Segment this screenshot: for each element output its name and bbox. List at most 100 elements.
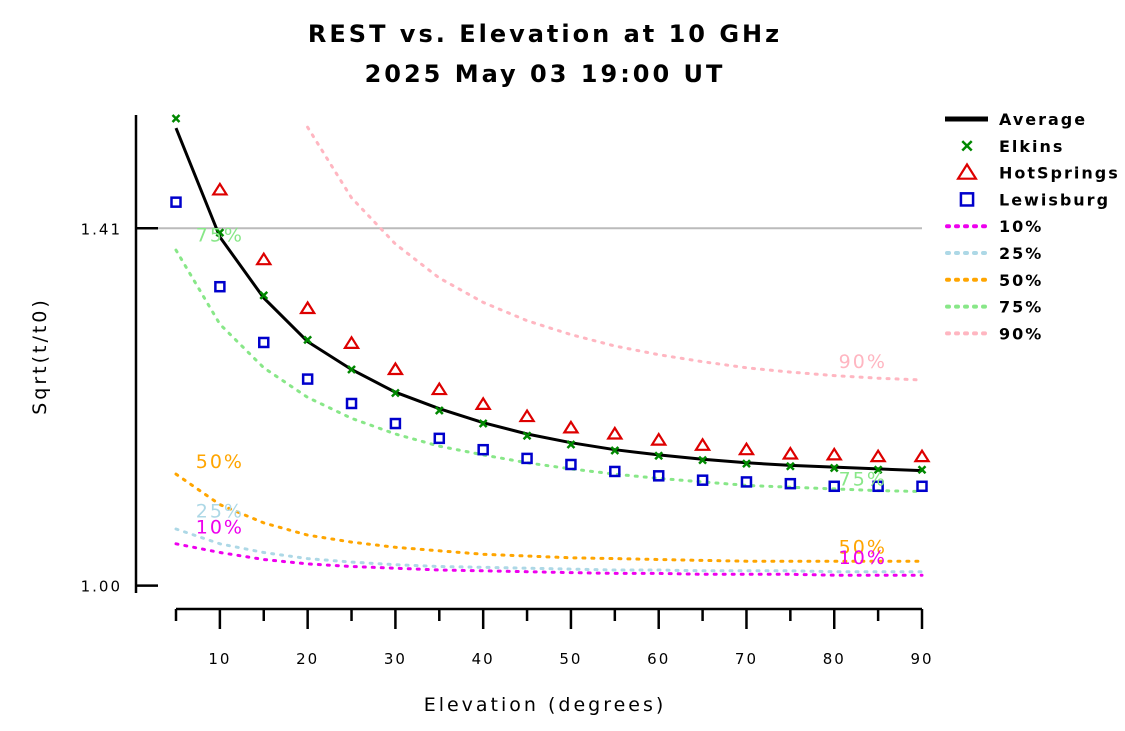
curves-group bbox=[174, 125, 924, 577]
elkins-point bbox=[215, 228, 225, 238]
legend-label: Elkins bbox=[999, 137, 1064, 156]
lewisburg-point bbox=[828, 480, 840, 493]
elkins-point bbox=[742, 459, 751, 469]
hotsprings-point bbox=[693, 437, 712, 451]
lewisburg-point bbox=[652, 470, 665, 482]
hotsprings-point bbox=[255, 251, 273, 266]
hotsprings-point bbox=[606, 425, 624, 440]
marker-stroke bbox=[610, 446, 620, 455]
legend-label: 25% bbox=[999, 244, 1043, 263]
elkins-point bbox=[917, 465, 927, 475]
curve-label: 50% bbox=[839, 536, 887, 558]
curve-label: 75% bbox=[839, 468, 887, 490]
elkins-point bbox=[829, 463, 839, 473]
curve-label: 90% bbox=[839, 351, 887, 373]
y-axis-label: Sqrt(t/t0) bbox=[29, 297, 51, 415]
legend-label: Lewisburg bbox=[999, 190, 1110, 209]
marker-stroke bbox=[654, 451, 664, 461]
y-tick-label: 1.00 bbox=[81, 578, 122, 596]
marker-stroke bbox=[961, 140, 973, 152]
legend-label: Average bbox=[999, 110, 1087, 129]
elkins-point bbox=[303, 335, 313, 345]
legend-entry: HotSprings bbox=[956, 162, 1120, 183]
hotsprings-point bbox=[474, 396, 492, 410]
curve-label: 50% bbox=[196, 451, 244, 473]
marker-stroke bbox=[434, 406, 444, 415]
elkins-point bbox=[434, 406, 444, 415]
elkins-point bbox=[610, 446, 620, 455]
hotsprings-point bbox=[562, 419, 580, 434]
chart-subtitle: 2025 May 03 19:00 UT bbox=[365, 60, 726, 88]
y-tick-label: 1.41 bbox=[81, 220, 122, 238]
series-line-90pct bbox=[306, 125, 924, 382]
elkins-point bbox=[785, 461, 795, 471]
lewisburg-point bbox=[258, 336, 270, 349]
elkins-point bbox=[171, 114, 181, 123]
marker-stroke bbox=[522, 431, 532, 441]
elkins-point bbox=[873, 465, 883, 475]
lewisburg-point bbox=[916, 480, 928, 493]
legend-entry: Lewisburg bbox=[959, 190, 1110, 209]
elkins-point bbox=[347, 365, 356, 374]
legend-swatch bbox=[959, 192, 975, 207]
hotsprings-point bbox=[299, 300, 317, 315]
curve-label: 75% bbox=[196, 224, 244, 246]
marker-stroke bbox=[391, 388, 400, 398]
hotsprings-point bbox=[825, 446, 843, 461]
marker-stroke bbox=[215, 228, 225, 238]
lewisburg-point bbox=[477, 443, 489, 456]
x-tick-label: 40 bbox=[472, 650, 495, 668]
x-tick-label: 10 bbox=[208, 650, 231, 668]
series-line-75pct bbox=[174, 248, 924, 493]
curve-label: 10% bbox=[196, 516, 244, 538]
lewisburg-point bbox=[609, 465, 621, 478]
marker-stroke bbox=[873, 465, 883, 475]
hotsprings-point bbox=[342, 335, 361, 349]
legend-label: HotSprings bbox=[999, 164, 1120, 183]
lewisburg-point bbox=[696, 474, 709, 486]
lewisburg-point bbox=[389, 417, 402, 430]
hotsprings-point bbox=[781, 445, 799, 460]
elkins-point bbox=[654, 451, 664, 461]
legend-label: 90% bbox=[999, 324, 1043, 343]
legend-label: 10% bbox=[999, 217, 1043, 236]
series-line-average bbox=[174, 127, 923, 473]
lewisburg-point bbox=[170, 196, 182, 208]
legend-entry: 25% bbox=[945, 244, 1043, 263]
chart-title: REST vs. Elevation at 10 GHz bbox=[308, 20, 782, 48]
x-tick-label: 50 bbox=[559, 650, 582, 668]
marker-stroke bbox=[698, 455, 707, 465]
lewisburg-point bbox=[565, 458, 577, 471]
legend: Average Elkins HotSprings Lewisburg 10% 25% 50… bbox=[945, 110, 1120, 343]
lewisburg-point bbox=[784, 477, 797, 490]
curve-labels-group: 75%50%25%10%90%75%50%10% bbox=[196, 224, 887, 569]
elkins-point bbox=[522, 431, 532, 441]
x-axis-label: Elevation (degrees) bbox=[424, 694, 667, 716]
lewisburg-point bbox=[214, 280, 226, 293]
hotsprings-point bbox=[430, 381, 448, 396]
legend-entry: 75% bbox=[945, 298, 1041, 317]
hotsprings-point bbox=[386, 361, 405, 376]
elkins-point bbox=[259, 291, 269, 300]
x-tick-label: 60 bbox=[647, 650, 670, 668]
marker-stroke bbox=[566, 440, 576, 449]
hotsprings-point bbox=[913, 448, 931, 463]
marker-stroke bbox=[917, 465, 927, 475]
legend-label: 50% bbox=[999, 271, 1043, 290]
marker-stroke bbox=[785, 461, 795, 471]
lewisburg-point bbox=[872, 480, 884, 493]
series-line-25pct bbox=[174, 527, 924, 574]
marker-stroke bbox=[171, 114, 181, 123]
marker-stroke bbox=[742, 459, 751, 469]
curve-label: 10% bbox=[839, 547, 887, 569]
curve-label: 25% bbox=[196, 501, 244, 523]
lewisburg-point bbox=[740, 476, 753, 488]
legend-entry: Average bbox=[945, 110, 1087, 129]
legend-entry: 50% bbox=[945, 271, 1043, 290]
marker-stroke bbox=[303, 335, 313, 345]
hotsprings-point bbox=[650, 432, 668, 446]
hotsprings-point bbox=[518, 408, 536, 423]
markers-group bbox=[170, 114, 931, 493]
lewisburg-point bbox=[433, 432, 446, 445]
